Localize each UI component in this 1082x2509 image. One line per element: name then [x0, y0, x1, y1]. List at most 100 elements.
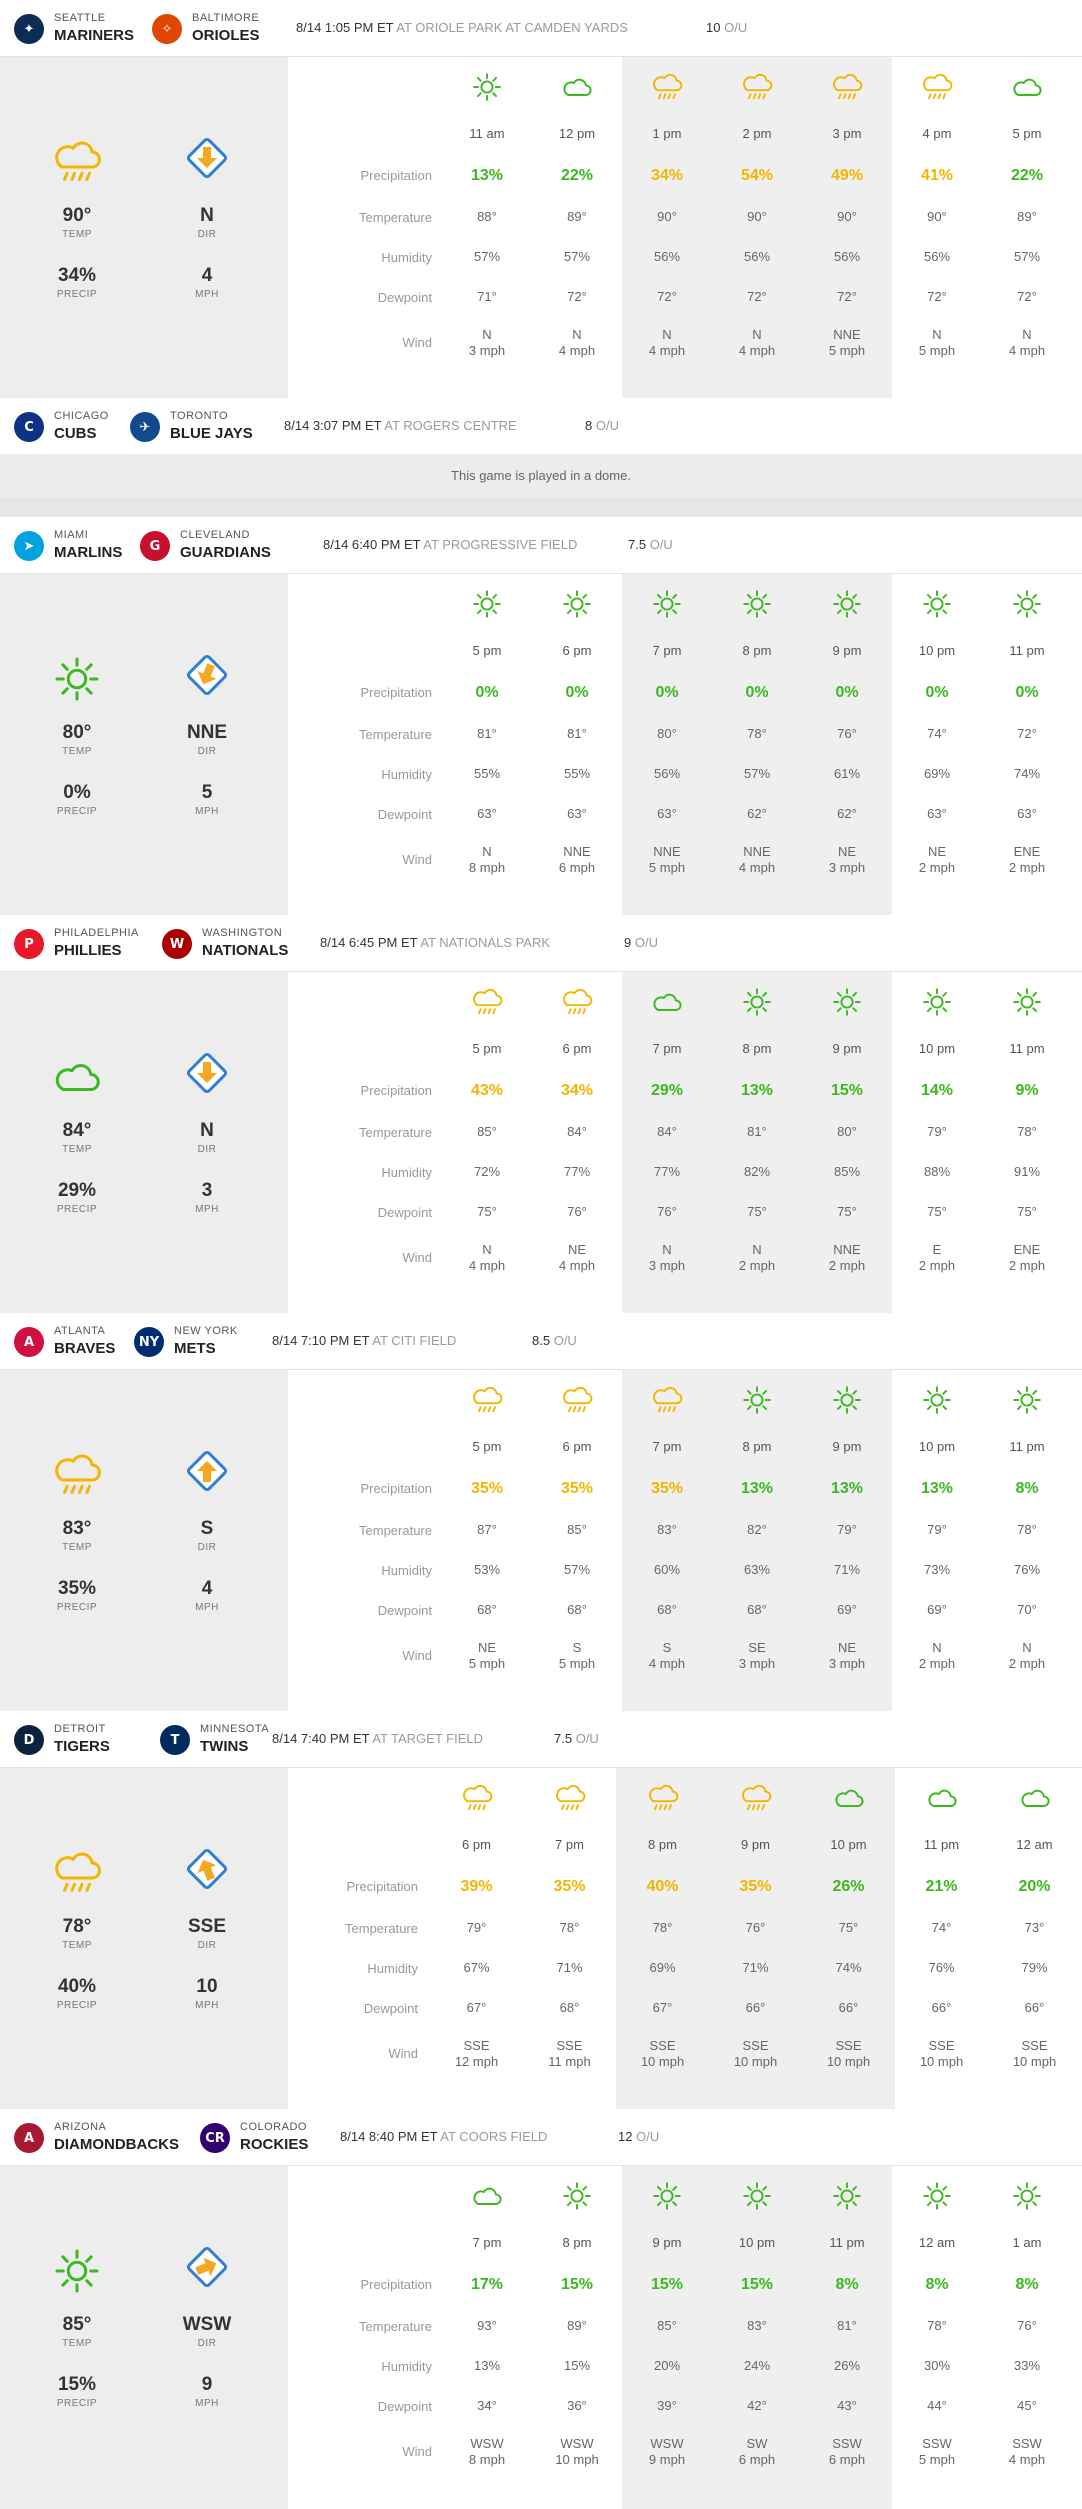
- wind-value: SSE 12 mph: [430, 2038, 523, 2070]
- dewpoint-value: 39°: [657, 2398, 677, 2413]
- summary-precip-value: 15%: [57, 2374, 97, 2395]
- precip-value: 20%: [1018, 1878, 1051, 1895]
- hour-label: 1 am: [1012, 2235, 1042, 2250]
- dewpoint-value: 76°: [657, 1204, 677, 1219]
- dewpoint-value: 68°: [477, 1602, 497, 1617]
- dewpoint-value: 72°: [747, 289, 767, 304]
- humidity-value: 71%: [833, 1562, 861, 1577]
- temp-value: 83°: [747, 2318, 767, 2333]
- precip-value: 34%: [650, 167, 684, 184]
- dewpoint-value: 76°: [567, 1204, 587, 1219]
- summary-wind-dir-label: DIR: [197, 229, 217, 240]
- away-team-name: TIGERS: [54, 1738, 110, 1755]
- summary-wind-speed: 4 MPH: [147, 265, 267, 300]
- dewpoint-value: 62°: [837, 806, 857, 821]
- summary-wind-dir-value: SSE: [187, 1916, 227, 1937]
- humidity-value: 69%: [923, 766, 951, 781]
- summary-temp-value: 80°: [62, 722, 92, 743]
- wind-speed: 4 mph: [648, 343, 686, 358]
- wind-dir: WSW: [650, 2436, 684, 2451]
- humidity-value: 74%: [835, 1960, 862, 1975]
- temp-value: 76°: [837, 726, 857, 741]
- hour-column: 12 am 20% 73° 79% 66° SSE 10 mph: [988, 1768, 1081, 2111]
- game-header: P PHILADELPHIA PHILLIES W WASHINGTON NATIONAL…: [0, 915, 1082, 972]
- summary-wind-dir-label: DIR: [197, 1542, 217, 1553]
- precip-value: 41%: [920, 167, 954, 184]
- temp-value: 78°: [747, 726, 767, 741]
- over-under-label: O/U: [649, 537, 673, 552]
- over-under-value: 8: [585, 418, 593, 433]
- precip-value: 0%: [835, 684, 859, 701]
- hour-column: 10 pm 15% 83° 24% 42° SW 6 mph: [712, 2166, 802, 2509]
- hour-label: 12 pm: [558, 126, 596, 141]
- wind-speed: 5 mph: [558, 1656, 596, 1671]
- game-datetime: 8/14 7:10 PM ET: [272, 1333, 370, 1348]
- summary-precip-label: PRECIP: [56, 289, 98, 300]
- sun-icon: [741, 588, 773, 620]
- cloud-icon: [1011, 71, 1043, 103]
- humidity-value: 30%: [923, 2358, 951, 2373]
- sun-icon: [1011, 588, 1043, 620]
- dewpoint-value: 66°: [838, 2000, 859, 2015]
- game-time: 8/14 6:40 PM ET AT PROGRESSIVE FIELD: [323, 537, 577, 552]
- hour-column: 7 pm 29% 84° 77% 76° N 3 mph: [622, 972, 712, 1315]
- humidity-value: 57%: [563, 249, 591, 264]
- hour-label: 10 pm: [738, 2235, 776, 2250]
- hour-label: 7 pm: [652, 1041, 682, 1056]
- dewpoint-value: 75°: [1017, 1204, 1037, 1219]
- summary-precip-label: PRECIP: [56, 806, 98, 817]
- hour-label: 7 pm: [555, 1837, 584, 1852]
- precip-value: 35%: [650, 1480, 684, 1497]
- summary-wind-speed: 9 MPH: [147, 2374, 267, 2409]
- hour-label: 2 pm: [742, 126, 772, 141]
- away-team-name: MARINERS: [54, 27, 135, 44]
- home-team-name: METS: [174, 1340, 216, 1357]
- wind-speed: 10 mph: [1012, 2054, 1057, 2069]
- wind-value: SSE 10 mph: [616, 2038, 709, 2070]
- game-venue: AT CITI FIELD: [372, 1333, 457, 1348]
- wind-speed: 4 mph: [558, 1258, 596, 1273]
- hourly-forecast: Precipitation Temperature Humidity Dewpoint…: [288, 2166, 1082, 2509]
- hour-column: 11 pm 8% 78° 76% 70° N 2 mph: [982, 1370, 1072, 1713]
- precip-value: 17%: [470, 2276, 504, 2293]
- rain-icon: [461, 1782, 493, 1814]
- hour-label: 5 pm: [472, 1041, 502, 1056]
- dewpoint-value: 72°: [567, 289, 587, 304]
- temp-value: 74°: [927, 726, 947, 741]
- humidity-value: 79%: [1021, 1960, 1048, 1975]
- precipitation-row-label: Precipitation: [360, 1481, 432, 1496]
- summary-wind-speed-value: 5: [201, 782, 213, 803]
- wind-value: SSE 10 mph: [709, 2038, 802, 2070]
- precip-value: 0%: [925, 684, 949, 701]
- wind-dir: NNE: [833, 327, 861, 342]
- wind-value: SSE 11 mph: [523, 2038, 616, 2070]
- temp-value: 89°: [1017, 209, 1037, 224]
- hour-column: 1 am 8% 76° 33% 45° SSW 4 mph: [982, 2166, 1072, 2509]
- away-team-name: DIAMONDBACKS: [54, 2136, 179, 2153]
- sun-icon: [651, 2180, 683, 2212]
- temp-value: 81°: [477, 726, 497, 741]
- wind-speed: 2 mph: [828, 1258, 866, 1273]
- hour-column: 7 pm 17% 93° 13% 34° WSW 8 mph: [442, 2166, 532, 2509]
- hour-label: 8 pm: [742, 1041, 772, 1056]
- summary-precip-label: PRECIP: [56, 1204, 98, 1215]
- sun-icon: [921, 1384, 953, 1416]
- humidity-value: 56%: [743, 249, 771, 264]
- wind-value: SSE 10 mph: [802, 2038, 895, 2070]
- hour-column: 9 pm 13% 79° 71% 69° NE 3 mph: [802, 1370, 892, 1713]
- weather-summary: 80° TEMP 0% PRECIP NNE DIR 5 MPH: [0, 574, 288, 917]
- dewpoint-row-label: Dewpoint: [377, 2399, 432, 2414]
- home-team-city: TORONTO: [170, 410, 229, 422]
- sun-icon: [1011, 1384, 1043, 1416]
- wind-speed: 10 mph: [826, 2054, 871, 2069]
- precip-value: 35%: [739, 1878, 772, 1895]
- summary-precip-value: 29%: [57, 1180, 97, 1201]
- dewpoint-value: 63°: [567, 806, 587, 821]
- cloud-icon: [1019, 1782, 1051, 1814]
- dewpoint-value: 71°: [477, 289, 497, 304]
- dewpoint-value: 66°: [931, 2000, 952, 2015]
